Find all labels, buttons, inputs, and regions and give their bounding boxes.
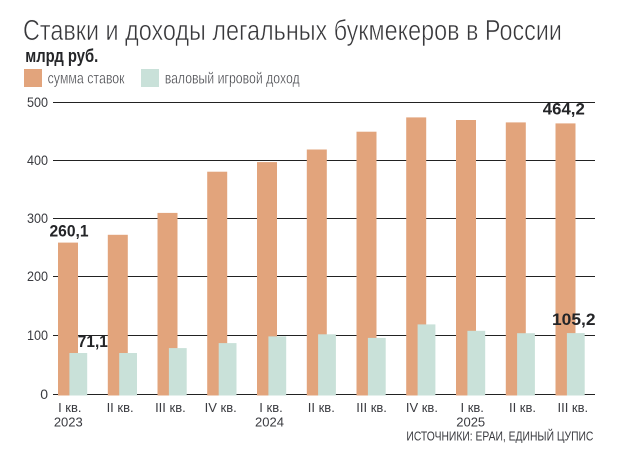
svg-text:II кв.: II кв.: [509, 400, 536, 415]
svg-text:II кв.: II кв.: [308, 400, 335, 415]
svg-text:71,1: 71,1: [78, 332, 108, 351]
svg-text:III кв.: III кв.: [155, 400, 186, 415]
svg-text:валовый игровой доход: валовый игровой доход: [165, 70, 301, 87]
svg-text:III кв.: III кв.: [557, 400, 588, 415]
svg-text:105,2: 105,2: [552, 310, 596, 329]
svg-text:IV кв.: IV кв.: [205, 400, 237, 415]
svg-text:2025: 2025: [456, 414, 485, 429]
svg-text:500: 500: [27, 94, 48, 110]
svg-text:400: 400: [27, 152, 48, 168]
svg-text:II кв.: II кв.: [107, 400, 134, 415]
svg-text:млрд руб.: млрд руб.: [25, 46, 98, 66]
svg-text:ИСТОЧНИКИ: ЕРАИ, ЕДИНЫЙ ЦУПИС: ИСТОЧНИКИ: ЕРАИ, ЕДИНЫЙ ЦУПИС: [406, 429, 593, 444]
svg-text:III кв.: III кв.: [356, 400, 387, 415]
svg-text:300: 300: [27, 210, 48, 226]
svg-text:I кв.: I кв.: [58, 400, 81, 415]
svg-text:0: 0: [40, 386, 48, 402]
svg-text:Ставки и доходы легальных букм: Ставки и доходы легальных букмекеров в Р…: [23, 15, 562, 47]
svg-text:2024: 2024: [255, 414, 284, 429]
svg-text:464,2: 464,2: [543, 100, 585, 119]
svg-text:100: 100: [27, 327, 48, 343]
svg-text:сумма ставок: сумма ставок: [48, 70, 126, 87]
svg-text:I кв.: I кв.: [460, 400, 483, 415]
svg-text:IV кв.: IV кв.: [406, 400, 438, 415]
svg-text:260,1: 260,1: [50, 222, 89, 241]
svg-text:2023: 2023: [54, 414, 83, 429]
svg-text:200: 200: [27, 268, 48, 284]
svg-text:I кв.: I кв.: [259, 400, 282, 415]
